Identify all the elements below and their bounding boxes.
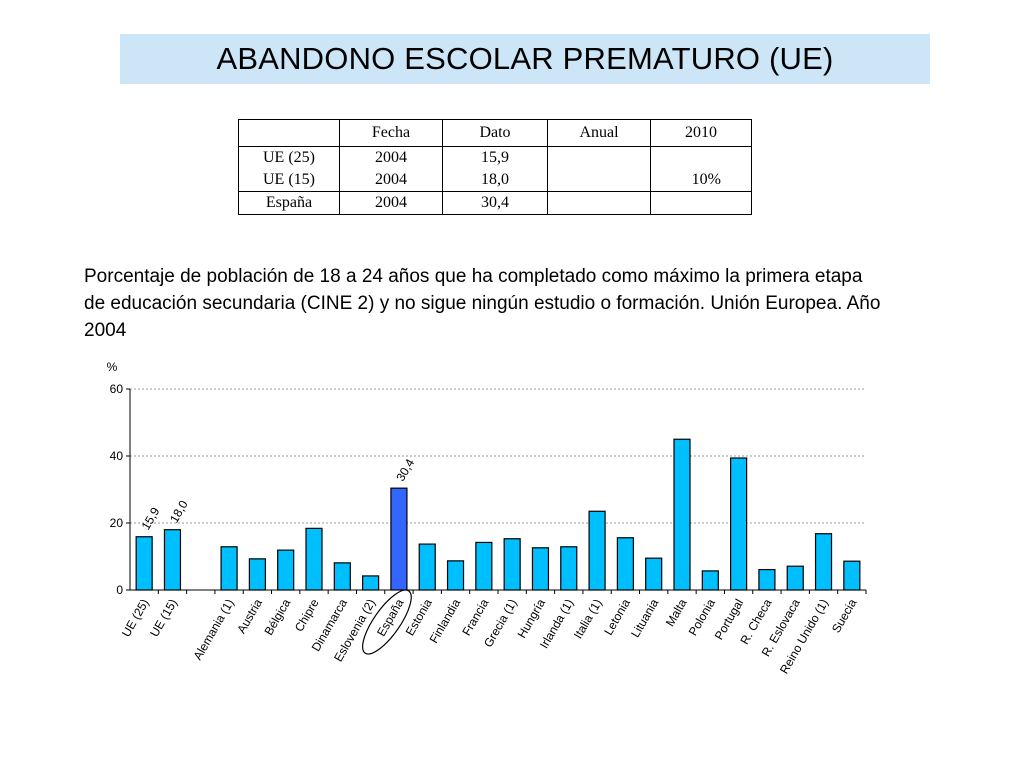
bar (220, 546, 238, 591)
summary-table: Fecha Dato Anual 2010 UE (25) 2004 15,9 … (238, 119, 752, 215)
bar (814, 533, 833, 591)
y-tick-label: 20 (110, 516, 124, 530)
table-header-cell: 2010 (650, 119, 752, 147)
table-row: España 2004 30,4 (238, 191, 752, 215)
x-tick-label: Chipre (292, 596, 322, 634)
table-row: UE (25) 2004 15,9 (238, 146, 752, 169)
x-tick-label: UE (15) (147, 596, 180, 639)
highlight-circle (362, 589, 412, 655)
bar (843, 560, 861, 591)
table-cell: UE (15) (238, 169, 340, 192)
table-header-cell: Dato (442, 119, 548, 147)
table-cell (650, 146, 752, 169)
x-tick-label: Suecia (829, 596, 860, 635)
y-tick-label: 60 (110, 382, 124, 396)
bar (163, 529, 182, 591)
bar (277, 549, 295, 591)
data-label: 18,0 (167, 498, 191, 526)
bar (503, 538, 521, 591)
table-cell: España (238, 191, 340, 215)
bar (305, 527, 323, 591)
x-tick-label: Bélgica (261, 596, 293, 637)
x-tick-label: Austria (234, 596, 265, 636)
bar (645, 557, 663, 591)
x-tick-label: Italia (1) (571, 597, 605, 642)
table-header-cell: Fecha (339, 119, 443, 147)
bar (446, 560, 465, 591)
table-cell (650, 191, 752, 215)
y-axis-label: % (107, 360, 118, 374)
bar (418, 543, 436, 591)
data-label: 30,4 (393, 456, 417, 484)
y-tick-label: 0 (116, 583, 123, 597)
bar (560, 546, 578, 591)
bar (588, 510, 606, 591)
table-cell: 2004 (339, 191, 443, 215)
bar (248, 558, 266, 591)
bar (730, 457, 748, 591)
bar (531, 547, 550, 591)
table-cell: 15,9 (442, 146, 548, 169)
data-label: 15,9 (139, 505, 163, 533)
table-cell: 2004 (339, 169, 443, 192)
bar (701, 570, 719, 591)
bar (786, 565, 804, 591)
x-tick-label: Lituania (628, 596, 661, 640)
bar (135, 536, 153, 591)
table-cell: 18,0 (442, 169, 548, 192)
table-cell: 30,4 (442, 191, 548, 215)
bar (362, 575, 380, 591)
table-cell: 10% (650, 169, 752, 192)
bar (616, 537, 634, 591)
bar (333, 562, 351, 591)
x-tick-label: España (374, 596, 407, 639)
bar (390, 487, 408, 591)
bar (758, 568, 776, 591)
bar (475, 541, 493, 591)
bar (673, 438, 691, 591)
y-tick-label: 40 (110, 449, 124, 463)
table-header-row: Fecha Dato Anual 2010 (238, 119, 752, 147)
table-row: UE (15) 2004 18,0 10% (238, 169, 752, 192)
chart-caption: Porcentaje de población de 18 a 24 años … (84, 266, 881, 341)
table-cell: UE (25) (238, 146, 340, 169)
page-title: ABANDONO ESCOLAR PREMATURO (UE) (120, 34, 930, 84)
x-tick-label: Malta (663, 596, 690, 629)
table-cell: 2004 (339, 146, 443, 169)
x-tick-label: Alemania (1) (191, 597, 237, 663)
table-header-cell (238, 119, 340, 147)
